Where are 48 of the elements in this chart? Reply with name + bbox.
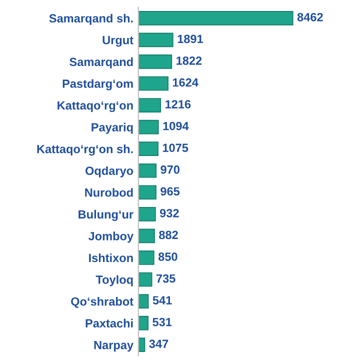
y-tick-label: Samarqand sh. xyxy=(49,14,133,25)
bar xyxy=(138,32,174,48)
bar xyxy=(138,185,156,200)
y-tick-label: Urgut xyxy=(102,36,134,47)
y-tick-label: Oqdaryo xyxy=(85,166,134,178)
y-tick-label: Nurobod xyxy=(85,188,133,197)
bar xyxy=(138,120,159,134)
data-label: 965 xyxy=(160,187,180,196)
data-label: 735 xyxy=(156,274,176,283)
data-label: 850 xyxy=(158,252,178,261)
bar xyxy=(138,142,158,156)
y-tick-label: Bulung‘ur xyxy=(78,210,134,221)
data-label: 970 xyxy=(160,165,180,174)
y-tick-label: Kattaqo‘rg‘on xyxy=(58,101,133,112)
bar xyxy=(138,76,168,91)
data-label: 1891 xyxy=(178,34,204,44)
bar xyxy=(138,338,146,352)
data-label: 541 xyxy=(152,296,172,304)
bar xyxy=(138,98,162,112)
bar xyxy=(138,207,156,222)
data-label: 1216 xyxy=(166,100,191,108)
data-label: 8462 xyxy=(297,12,323,22)
data-label: 932 xyxy=(160,208,179,218)
bar xyxy=(138,10,294,26)
bar xyxy=(138,54,172,69)
y-tick-label: Qo‘shrabot xyxy=(71,297,134,308)
bar xyxy=(138,163,157,178)
bar xyxy=(138,294,149,308)
bar xyxy=(138,228,155,244)
bar xyxy=(138,272,152,287)
data-label: 1075 xyxy=(162,144,188,152)
data-label: 347 xyxy=(149,340,168,348)
data-label: 1624 xyxy=(172,78,198,87)
y-tick-label: Ishtixon xyxy=(89,253,133,262)
y-tick-label: Samarqand xyxy=(70,57,133,68)
y-tick-label: Pastdarg‘om xyxy=(62,79,133,90)
y-tick-label: Toyloq xyxy=(96,275,133,286)
y-tick-label: Paxtachi xyxy=(86,318,133,328)
data-label: 882 xyxy=(159,230,178,240)
data-label: 1094 xyxy=(163,122,189,130)
bar xyxy=(138,250,154,265)
data-label: 531 xyxy=(152,318,172,326)
y-tick-label: Kattaqo‘rg‘on sh. xyxy=(37,144,133,156)
y-tick-label: Narpay xyxy=(94,341,134,352)
bar xyxy=(138,316,149,330)
y-tick-label: Jomboy xyxy=(88,232,134,243)
y-tick-label: Payariq xyxy=(92,122,133,134)
data-label: 1822 xyxy=(176,56,202,65)
